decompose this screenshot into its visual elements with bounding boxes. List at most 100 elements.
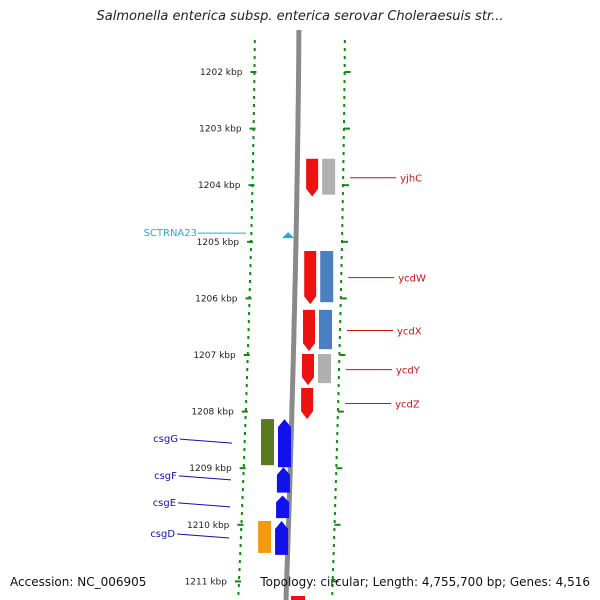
ring-dot bbox=[340, 280, 343, 283]
ring-dot bbox=[339, 304, 342, 307]
accession-label: Accession: NC_006905 bbox=[10, 575, 147, 589]
ring-dot bbox=[248, 312, 251, 315]
ring-dot bbox=[343, 96, 346, 99]
ring-dot bbox=[343, 40, 346, 43]
ring-dot bbox=[238, 568, 241, 571]
ring-dot bbox=[238, 576, 241, 579]
scale-tick bbox=[340, 297, 347, 300]
ring-dot bbox=[239, 552, 242, 555]
ring-dot bbox=[245, 392, 248, 395]
ring-dot bbox=[253, 64, 256, 67]
ring-dot bbox=[340, 264, 343, 267]
ring-dot bbox=[251, 200, 254, 203]
scale-label: 1204 kbp bbox=[198, 181, 241, 191]
ring-dot bbox=[239, 544, 242, 547]
ring-dot bbox=[248, 288, 251, 291]
ring-dot bbox=[339, 320, 342, 323]
ring-dot bbox=[253, 48, 256, 51]
gene-feature bbox=[322, 158, 336, 195]
ring-dot bbox=[342, 160, 345, 163]
scale-label: 1206 kbp bbox=[195, 294, 238, 304]
ring-dot bbox=[240, 512, 243, 515]
ring-dot bbox=[243, 448, 246, 451]
ring-dot bbox=[245, 400, 248, 403]
ring-dot bbox=[343, 104, 346, 107]
ring-dot bbox=[252, 104, 255, 107]
ring-dot bbox=[244, 416, 247, 419]
ring-dot bbox=[338, 344, 341, 347]
gene-arrow bbox=[306, 158, 319, 197]
gene-arrow bbox=[302, 309, 315, 352]
ring-dot bbox=[343, 120, 346, 123]
ring-dot bbox=[342, 144, 345, 147]
ring-dot bbox=[341, 216, 344, 219]
ring-dot bbox=[342, 168, 345, 171]
gene-arrow bbox=[301, 387, 314, 420]
ring-dot bbox=[331, 592, 334, 595]
gene-feature bbox=[318, 354, 332, 384]
ring-dot bbox=[334, 496, 337, 499]
ring-dot bbox=[241, 496, 244, 499]
ring-dot bbox=[253, 72, 256, 75]
ring-dot bbox=[251, 192, 254, 195]
gene-arrow bbox=[275, 520, 289, 555]
ring-dot bbox=[243, 456, 246, 459]
ring-dot bbox=[331, 584, 334, 587]
ring-dot bbox=[341, 192, 344, 195]
ring-dot bbox=[339, 288, 342, 291]
ring-dot bbox=[338, 352, 341, 355]
ring-dot bbox=[250, 232, 253, 235]
ring-dot bbox=[332, 568, 335, 571]
ring-dot bbox=[250, 208, 253, 211]
ring-dot bbox=[342, 136, 345, 139]
scale-tick bbox=[241, 410, 248, 413]
gene-arrow bbox=[277, 419, 291, 468]
ring-dot bbox=[340, 248, 343, 251]
gene-feature bbox=[258, 520, 272, 553]
scale-tick bbox=[332, 580, 339, 583]
gene-label: ycdW bbox=[398, 274, 426, 285]
topology-label: Topology: circular; Length: 4,755,700 bp… bbox=[260, 575, 590, 589]
scale-tick bbox=[343, 184, 350, 187]
ring-dot bbox=[337, 384, 340, 387]
ring-dot bbox=[252, 136, 255, 139]
scale-label: 1210 kbp bbox=[187, 521, 230, 531]
ring-dot bbox=[249, 248, 252, 251]
ring-dot bbox=[248, 304, 251, 307]
ring-dot bbox=[333, 512, 336, 515]
ring-dot bbox=[247, 344, 250, 347]
scale-label: 1205 kbp bbox=[197, 238, 240, 248]
ring-dot bbox=[253, 40, 256, 43]
scale-tick bbox=[250, 71, 257, 73]
gene-label: csgG bbox=[153, 434, 178, 445]
gene-label: yjhC bbox=[400, 174, 422, 185]
ring-dot bbox=[334, 480, 337, 483]
scale-tick bbox=[339, 354, 346, 356]
ring-dot bbox=[251, 176, 254, 179]
ring-dot bbox=[338, 336, 341, 339]
ring-dot bbox=[245, 376, 248, 379]
gene-label-line bbox=[178, 502, 231, 508]
ring-dot bbox=[343, 88, 346, 91]
genome-backbone bbox=[283, 29, 302, 600]
scale-label: 1211 kbp bbox=[185, 577, 228, 587]
ring-dot bbox=[333, 528, 336, 531]
scale-tick bbox=[234, 580, 241, 583]
gene-arrow-partial bbox=[291, 596, 305, 600]
ring-dot bbox=[336, 440, 339, 443]
ring-dot bbox=[239, 536, 242, 539]
ring-dot bbox=[334, 504, 337, 507]
gene-feature bbox=[260, 419, 274, 466]
ring-dot bbox=[243, 440, 246, 443]
ring-dot bbox=[242, 472, 245, 475]
ring-dot bbox=[247, 328, 250, 331]
ring-dot bbox=[247, 336, 250, 339]
ring-dot bbox=[335, 456, 338, 459]
ring-dot bbox=[252, 112, 255, 115]
ring-dot bbox=[341, 208, 344, 211]
gene-label: csgF bbox=[154, 471, 177, 482]
ring-dot bbox=[343, 56, 346, 59]
scale-tick bbox=[337, 410, 344, 413]
scale-tick bbox=[341, 240, 348, 243]
genome-title: Salmonella enterica subsp. enterica sero… bbox=[96, 9, 504, 24]
